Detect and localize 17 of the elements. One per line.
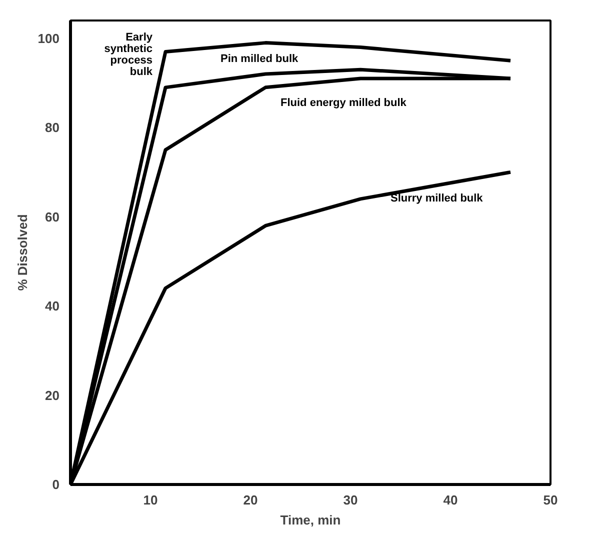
y-tick-label: 100	[38, 30, 60, 46]
x-tick-label: 30	[343, 492, 358, 508]
y-tick-label: 60	[45, 209, 60, 224]
y-tick-label: 40	[45, 298, 60, 314]
series-label: Fluid energy milled bulk	[280, 97, 408, 110]
y-tick-label: 80	[45, 120, 60, 136]
x-tick-label: 20	[243, 492, 258, 508]
series-label: Slurry milled bulk	[390, 192, 484, 204]
series-label: Early synthetic process bulk	[104, 32, 154, 78]
x-tick-label: 10	[143, 492, 158, 508]
y-axis-title: % Dissolved	[14, 214, 30, 291]
x-tick-label: 40	[443, 492, 458, 508]
x-axis-title: Time, min	[280, 512, 341, 528]
x-tick-label: 50	[543, 492, 558, 508]
y-tick-label: 20	[45, 388, 60, 403]
series-label: Pin milled bulk	[220, 52, 300, 65]
y-tick-label: 0	[52, 477, 60, 492]
